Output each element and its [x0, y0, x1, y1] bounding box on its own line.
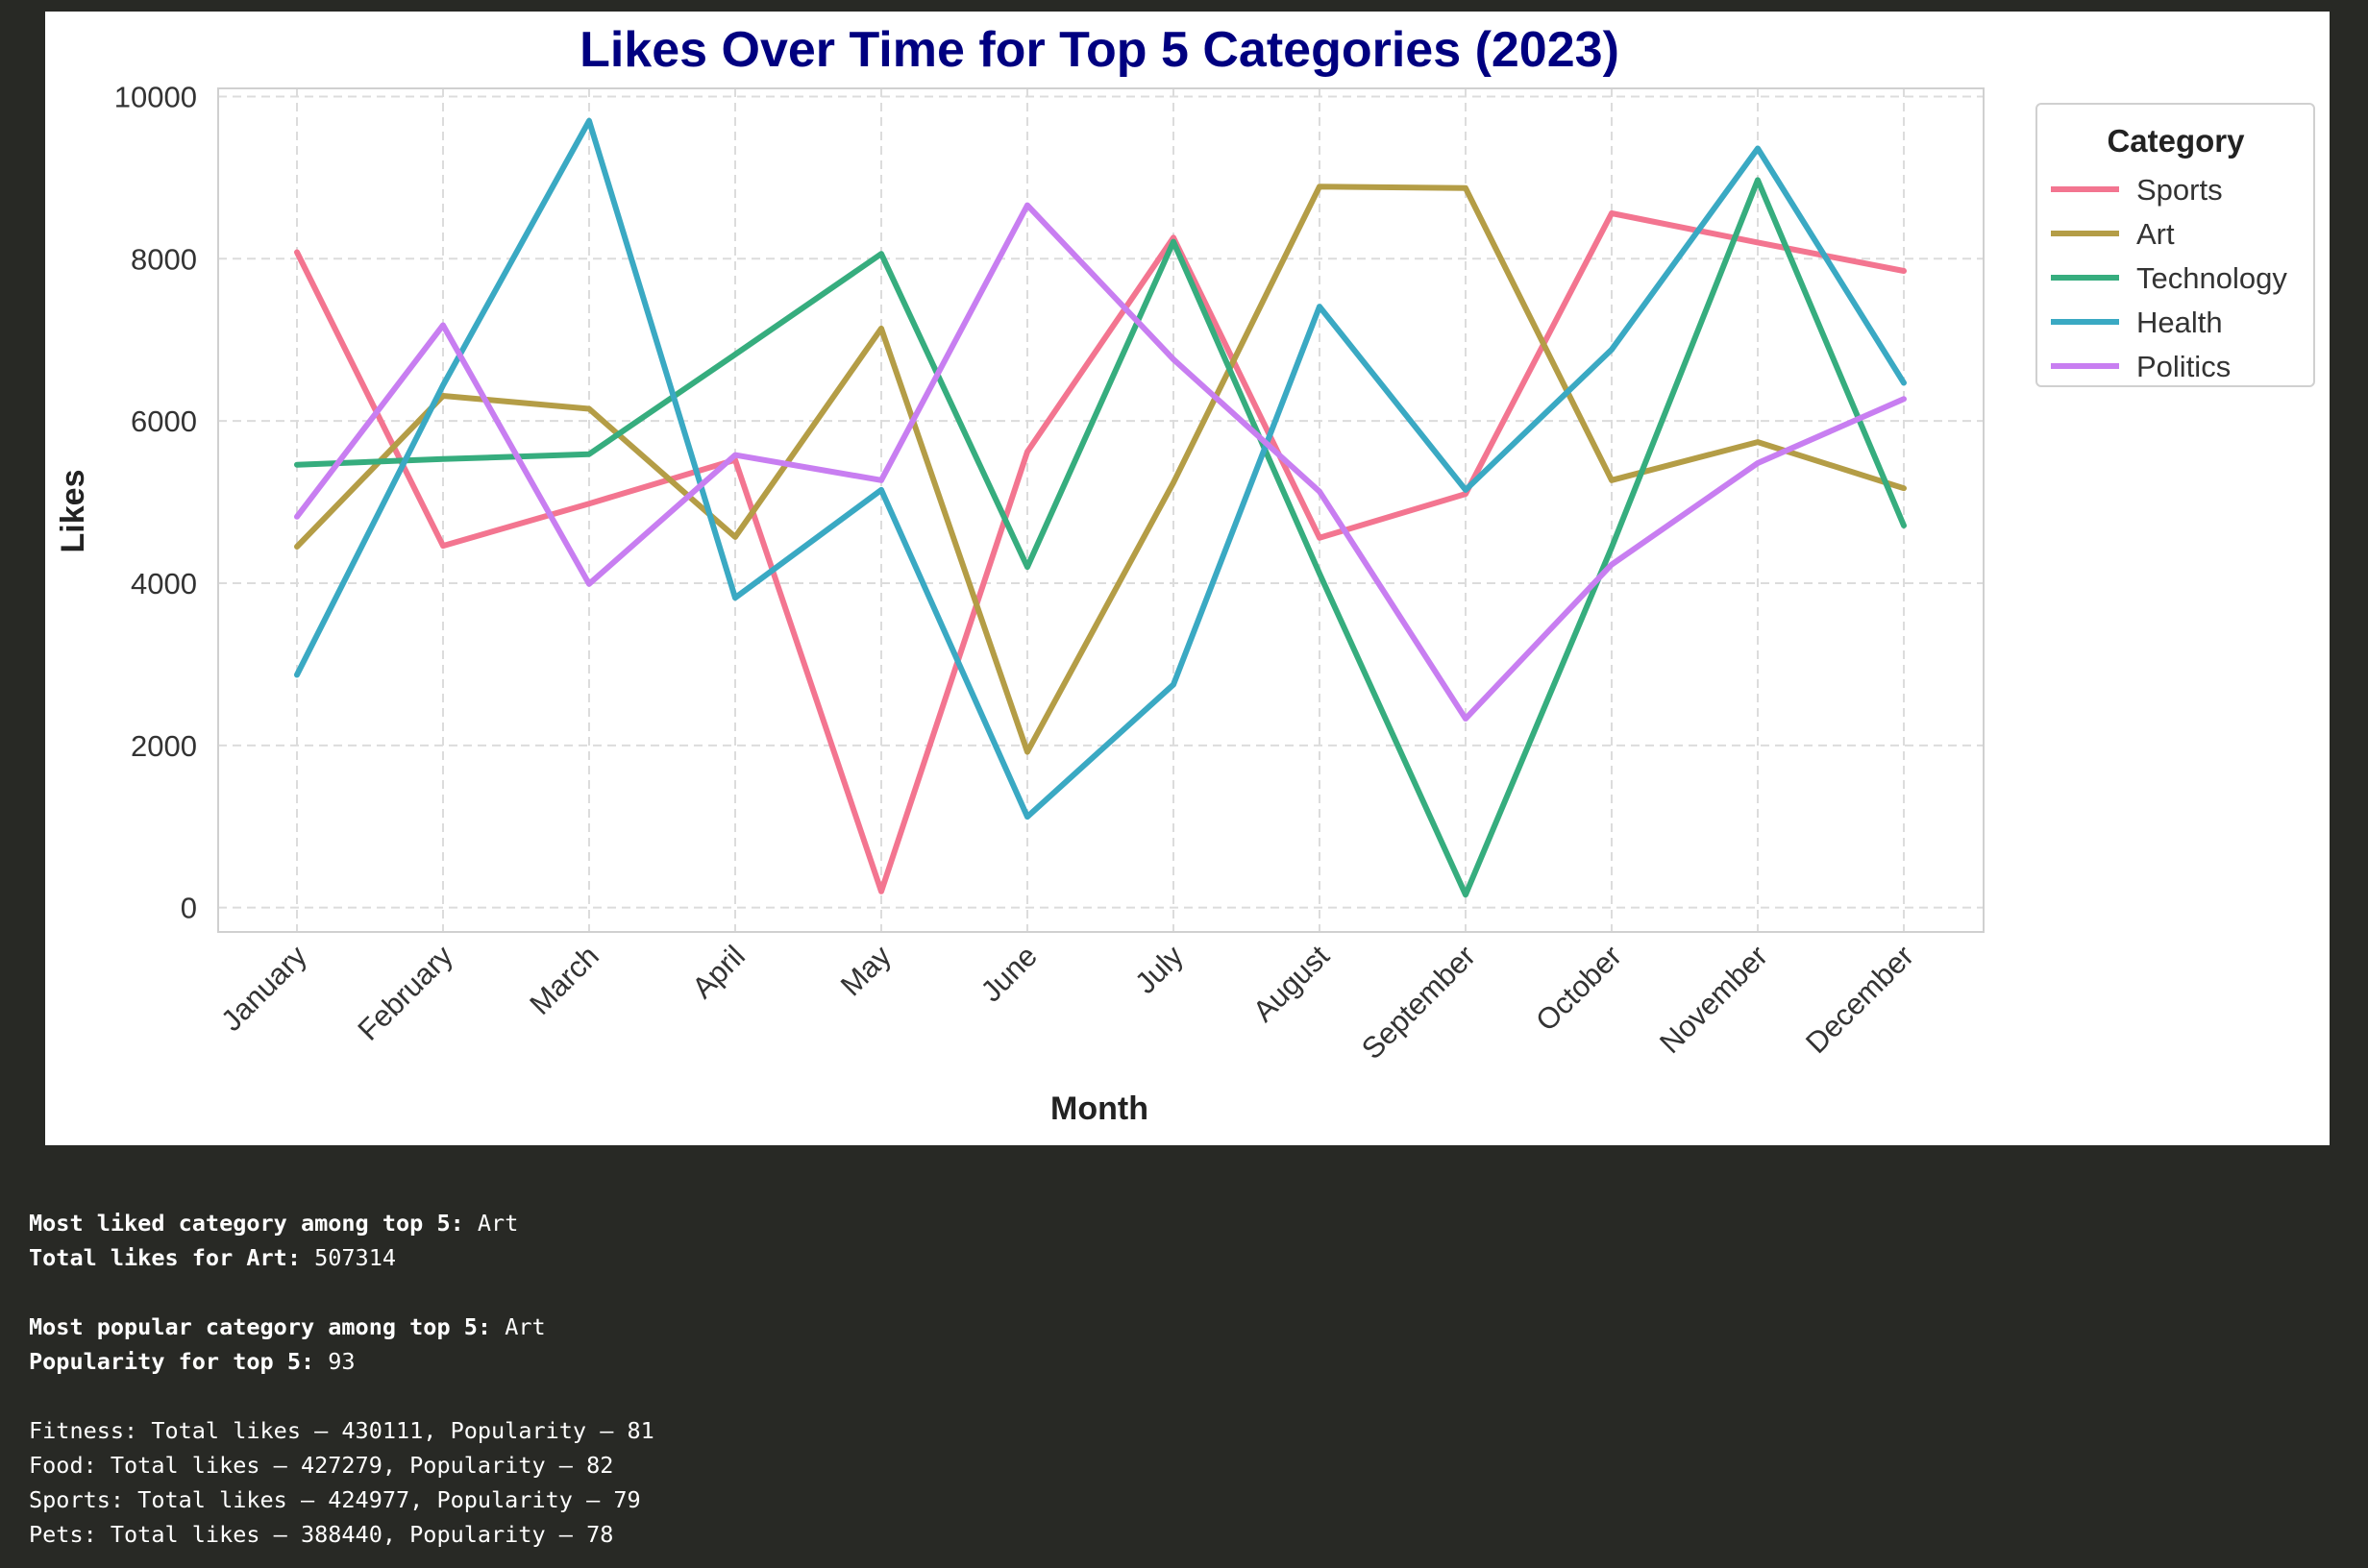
x-tick-label: May — [834, 939, 899, 1003]
console-output: Most liked category among top 5: Art Tota… — [29, 1206, 2335, 1552]
output-value: 507314 — [300, 1244, 397, 1271]
legend: Category Sports Art Technology Health Politi… — [2035, 103, 2315, 387]
chart-figure: Likes Over Time for Top 5 Categories (20… — [45, 12, 2330, 1145]
output-key: Most liked category among top 5: — [29, 1210, 464, 1237]
output-summary-line: Popularity for top 5: 93 — [29, 1344, 2335, 1379]
output-key: Popularity for top 5: — [29, 1348, 315, 1375]
x-tick-label: July — [1128, 939, 1190, 1000]
legend-label-sports: Sports — [2136, 173, 2223, 207]
x-tick-label: December — [1799, 939, 1920, 1060]
series-lines — [294, 117, 1907, 898]
series-line-technology — [294, 177, 1907, 898]
y-tick-label: 8000 — [131, 242, 197, 276]
legend-label-technology: Technology — [2136, 261, 2287, 295]
output-key: Most popular category among top 5: — [29, 1313, 492, 1340]
y-axis-label: Likes — [55, 470, 91, 553]
x-axis-ticks: January February March April May June July Augu… — [214, 939, 1920, 1066]
y-axis-ticks: 0 2000 4000 6000 8000 10000 — [114, 80, 197, 924]
x-tick-label: June — [974, 939, 1044, 1008]
y-tick-label: 0 — [181, 892, 197, 925]
line-chart: Likes Over Time for Top 5 Categories (20… — [55, 22, 2315, 1127]
output-category-line: Pets: Total likes – 388440, Popularity –… — [29, 1521, 614, 1548]
legend-label-health: Health — [2136, 306, 2223, 339]
x-tick-label: October — [1529, 939, 1628, 1038]
x-tick-label: February — [351, 939, 459, 1047]
blank-line — [29, 1275, 2335, 1310]
x-tick-label: March — [523, 939, 605, 1021]
series-line-art — [294, 184, 1907, 755]
legend-label-politics: Politics — [2136, 350, 2231, 383]
output-summary-line: Total likes for Art: 507314 — [29, 1240, 2335, 1275]
output-value: 93 — [314, 1348, 356, 1375]
chart-title: Likes Over Time for Top 5 Categories (20… — [580, 22, 1619, 78]
blank-line — [29, 1379, 2335, 1413]
x-tick-label: April — [685, 939, 752, 1005]
output-category-line: Sports: Total likes – 424977, Popularity… — [29, 1486, 641, 1513]
plot-frame — [217, 87, 1985, 933]
x-tick-label: September — [1355, 939, 1482, 1066]
output-summary-line: Most popular category among top 5: Art — [29, 1310, 2335, 1344]
x-axis-label: Month — [1050, 1090, 1148, 1127]
legend-label-art: Art — [2136, 217, 2175, 251]
x-tick-label: January — [214, 939, 313, 1038]
y-tick-label: 6000 — [131, 404, 197, 438]
output-category-line: Fitness: Total likes – 430111, Popularit… — [29, 1417, 654, 1444]
output-category-line: Food: Total likes – 427279, Popularity –… — [29, 1452, 614, 1479]
output-value: Art — [463, 1210, 519, 1237]
grid — [218, 88, 1984, 932]
output-key: Total likes for Art: — [29, 1244, 301, 1271]
output-summary-line: Most liked category among top 5: Art — [29, 1206, 2335, 1240]
x-tick-label: August — [1246, 939, 1336, 1028]
y-tick-label: 4000 — [131, 567, 197, 600]
x-tick-label: November — [1653, 939, 1774, 1060]
y-tick-label: 10000 — [114, 80, 197, 113]
legend-box — [2035, 103, 2315, 387]
legend-items: Sports Art Technology Health Politics — [2051, 173, 2287, 383]
series-line-politics — [294, 202, 1907, 722]
series-line-sports — [294, 210, 1907, 894]
legend-title: Category — [2107, 123, 2245, 159]
output-value: Art — [491, 1313, 546, 1340]
series-line-health — [294, 117, 1907, 821]
y-tick-label: 2000 — [131, 729, 197, 763]
